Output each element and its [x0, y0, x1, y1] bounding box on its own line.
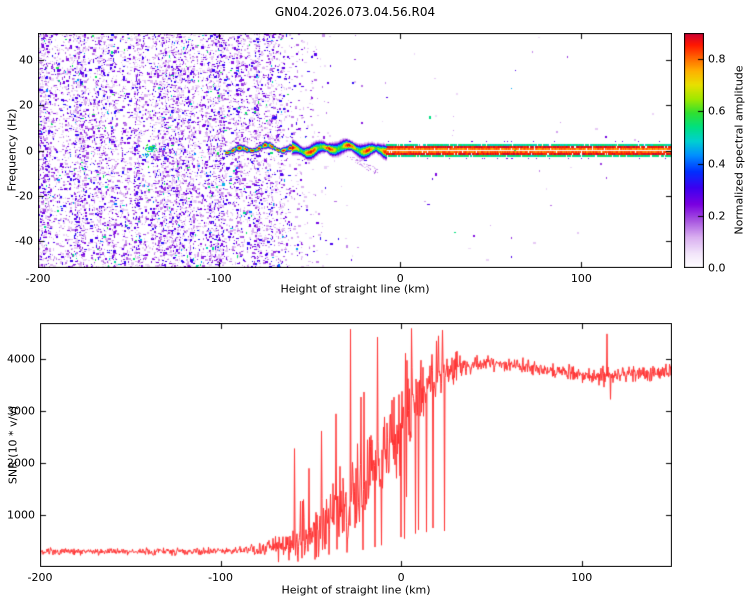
spectrogram-x-tick-label: -100: [206, 272, 232, 285]
colorbar-tick-label: 0.4: [708, 157, 726, 171]
spectrogram-x-tick-label: 100: [570, 272, 592, 285]
colorbar-tick-label: 0.0: [708, 261, 726, 275]
snr-x-tick-label: 100: [571, 571, 593, 584]
snr-x-tick-label: -100: [208, 571, 234, 584]
spectrogram-y-tick-label: 20: [19, 98, 33, 112]
snr-x-tick-label: 0: [397, 571, 405, 584]
colorbar-tick-label: 0.2: [708, 209, 726, 223]
spectrogram-y-tick-label: -20: [15, 189, 33, 203]
colorbar-tick-label: 0.6: [708, 104, 726, 118]
spectrogram-y-tick-label: 0: [26, 144, 33, 157]
colorbar-tick-label: 0.8: [708, 52, 726, 66]
snr-y-tick-label: 1000: [7, 508, 35, 522]
spectrogram-x-tick-label: -200: [25, 272, 51, 285]
colorbar-label: Normalized spectral amplitude: [732, 65, 746, 235]
spectrogram-xlabel: Height of straight line (km): [280, 282, 430, 296]
spectrogram-x-tick-label: 0: [396, 272, 404, 285]
snr-y-tick-label: 4000: [7, 352, 35, 366]
colorbar-canvas: [684, 33, 704, 268]
spectrogram-ylabel: Frequency (Hz): [5, 108, 19, 192]
spectrogram-canvas: [38, 33, 672, 268]
snr-y-tick-label: 3000: [7, 404, 35, 418]
spectrogram-y-tick-label: -40: [15, 234, 33, 248]
spectrogram-y-tick-label: 40: [19, 53, 33, 67]
snr-x-tick-label: -200: [27, 571, 53, 584]
snr-y-tick-label: 2000: [7, 456, 35, 470]
snr-xlabel: Height of straight line (km): [281, 583, 431, 597]
snr-canvas: [40, 323, 672, 567]
chart-title: GN04.2026.073.04.56.R04: [274, 5, 436, 19]
